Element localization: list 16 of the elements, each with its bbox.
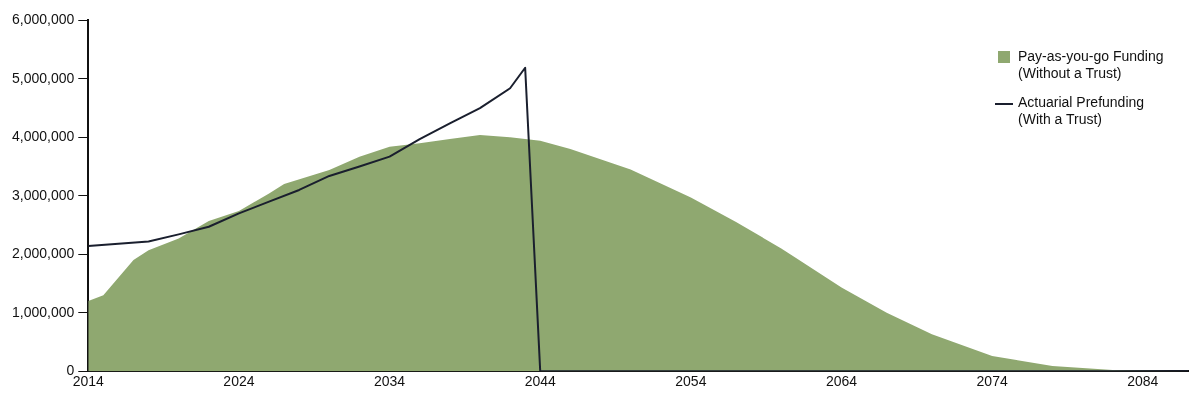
y-tick-label: 3,000,000 (11, 186, 75, 203)
y-tick-label: 1,000,000 (11, 303, 75, 320)
x-tick-label: 2074 (976, 373, 1008, 390)
y-tick-label: 2,000,000 (11, 245, 75, 262)
y-tick-label: 4,000,000 (11, 128, 75, 145)
x-tick-label: 2034 (374, 373, 406, 390)
x-tick-label: 2084 (1127, 373, 1159, 390)
y-tick-label: 6,000,000 (11, 11, 75, 28)
legend-label: Pay-as-you-go Funding (Without a Trust) (1018, 48, 1165, 82)
legend-label: Actuarial Prefunding (With a Trust) (1018, 94, 1146, 128)
y-tick-label: 5,000,000 (11, 69, 75, 86)
x-tick-label: 2064 (825, 373, 858, 390)
x-tick-label: 2044 (524, 373, 556, 390)
x-tick-label: 2054 (675, 373, 707, 390)
x-tick-label: 2014 (72, 373, 105, 390)
x-tick-label: 2024 (223, 373, 255, 390)
